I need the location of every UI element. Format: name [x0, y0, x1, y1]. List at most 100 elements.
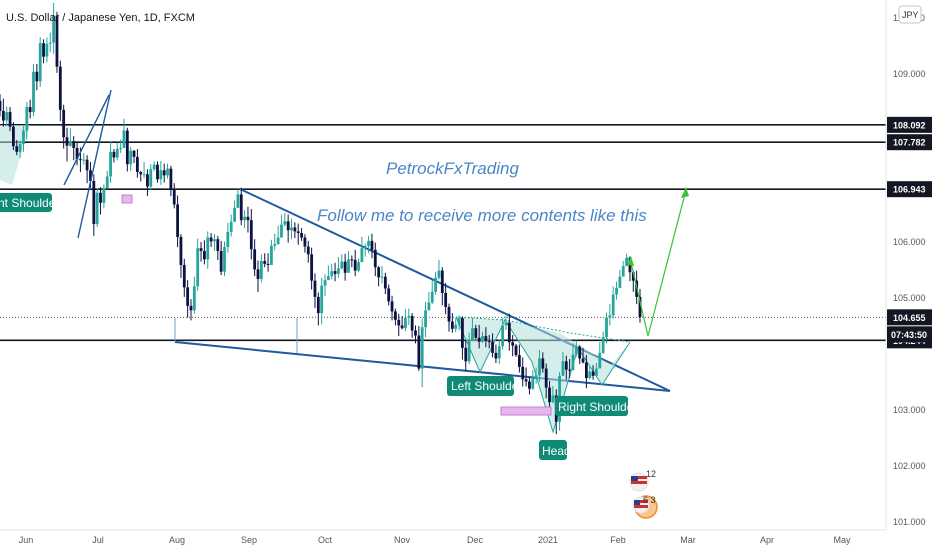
candle-body — [568, 369, 572, 371]
candle-body — [524, 379, 528, 382]
candle — [316, 292, 320, 326]
candle — [15, 140, 19, 156]
candle — [239, 187, 243, 226]
candle-body — [202, 250, 206, 260]
candle — [373, 242, 377, 277]
label-head-text: Head — [542, 444, 571, 458]
price-tag: 106.943 — [887, 181, 932, 198]
candle — [82, 152, 86, 165]
candle-body — [638, 296, 642, 318]
candle — [578, 345, 582, 365]
candle-body — [42, 43, 45, 57]
candle — [0, 94, 2, 117]
candle — [477, 324, 481, 349]
candle-body — [259, 261, 263, 279]
currency-button[interactable]: JPY — [898, 5, 922, 24]
candle — [303, 234, 307, 253]
zigzag-line-2[interactable] — [63, 94, 110, 186]
projection-line[interactable] — [629, 189, 687, 337]
candle — [8, 107, 12, 132]
event-badge-1[interactable]: 12 — [629, 469, 656, 492]
candle-body — [303, 237, 307, 247]
label-right-shoulder: Right Shoulder — [555, 396, 637, 416]
price-tag-label: 104.655 — [893, 313, 926, 323]
candle-body — [263, 261, 267, 264]
candle — [119, 139, 123, 153]
candle — [608, 304, 612, 326]
candle — [367, 235, 370, 254]
candle-body — [236, 194, 240, 208]
event-badge-2[interactable]: 6 3 — [632, 495, 658, 519]
price-tag-bg — [887, 181, 932, 198]
candle — [464, 340, 468, 371]
price-tag: 108.092 — [887, 116, 932, 133]
candle-body — [112, 151, 116, 158]
candle-body — [152, 164, 156, 170]
price-tick-label: 106.000 — [893, 237, 926, 247]
candle — [564, 355, 568, 380]
candle — [132, 150, 136, 164]
candle-body — [390, 301, 394, 312]
candle-body — [125, 130, 129, 165]
candle-body — [246, 216, 250, 221]
candle-body — [591, 371, 595, 376]
candle-body — [58, 66, 62, 110]
candle — [407, 308, 411, 325]
candle — [196, 238, 200, 291]
candle-body — [32, 71, 35, 113]
candle-body — [544, 368, 548, 388]
candle — [397, 313, 401, 337]
candle — [568, 359, 572, 379]
candle-body — [333, 271, 337, 274]
head-shoulders-pattern — [455, 316, 631, 434]
candle-body — [5, 112, 9, 121]
candle-body — [534, 375, 538, 379]
candle-body — [35, 71, 39, 82]
candle — [5, 106, 9, 127]
candle — [618, 270, 622, 288]
candle — [246, 206, 250, 233]
head-shoulders-outline[interactable] — [455, 316, 631, 434]
candle — [404, 309, 407, 332]
candle-body — [293, 227, 297, 232]
candle-body — [504, 322, 508, 326]
candle — [102, 184, 106, 209]
candle — [534, 367, 538, 384]
candle — [504, 315, 508, 330]
plot-background — [0, 0, 886, 530]
candle-body — [447, 306, 451, 322]
candle — [370, 233, 374, 259]
price-tick-label: 103.000 — [893, 405, 926, 415]
candle — [390, 295, 394, 321]
candle-body — [605, 317, 608, 338]
time-tick-label: May — [833, 535, 851, 545]
candle-body — [440, 270, 444, 293]
candle — [615, 281, 618, 300]
candle — [85, 155, 89, 184]
candle — [280, 214, 283, 238]
candle-body — [461, 318, 464, 348]
candle — [35, 63, 39, 91]
price-axis[interactable] — [886, 0, 932, 530]
candle-body — [497, 346, 501, 359]
candle-body — [243, 216, 247, 221]
candle — [414, 325, 417, 344]
neckline[interactable] — [455, 316, 631, 343]
candle — [387, 284, 391, 306]
candle-body — [79, 159, 82, 161]
candle — [450, 313, 454, 333]
time-tick-label: Jul — [92, 535, 104, 545]
price-tag-label: 106.943 — [893, 185, 926, 195]
candle — [625, 253, 628, 267]
candle-body — [28, 107, 32, 113]
label-left-shoulder-text: Left Shoulder — [451, 379, 522, 393]
time-tick-label: Jun — [19, 535, 34, 545]
zigzag-line-1[interactable] — [77, 89, 112, 239]
candle-body — [276, 237, 280, 245]
candle — [52, 2, 56, 54]
candle-body — [501, 325, 505, 347]
candle-body — [306, 246, 310, 255]
candle-body — [393, 311, 397, 320]
candle-body — [48, 42, 52, 44]
